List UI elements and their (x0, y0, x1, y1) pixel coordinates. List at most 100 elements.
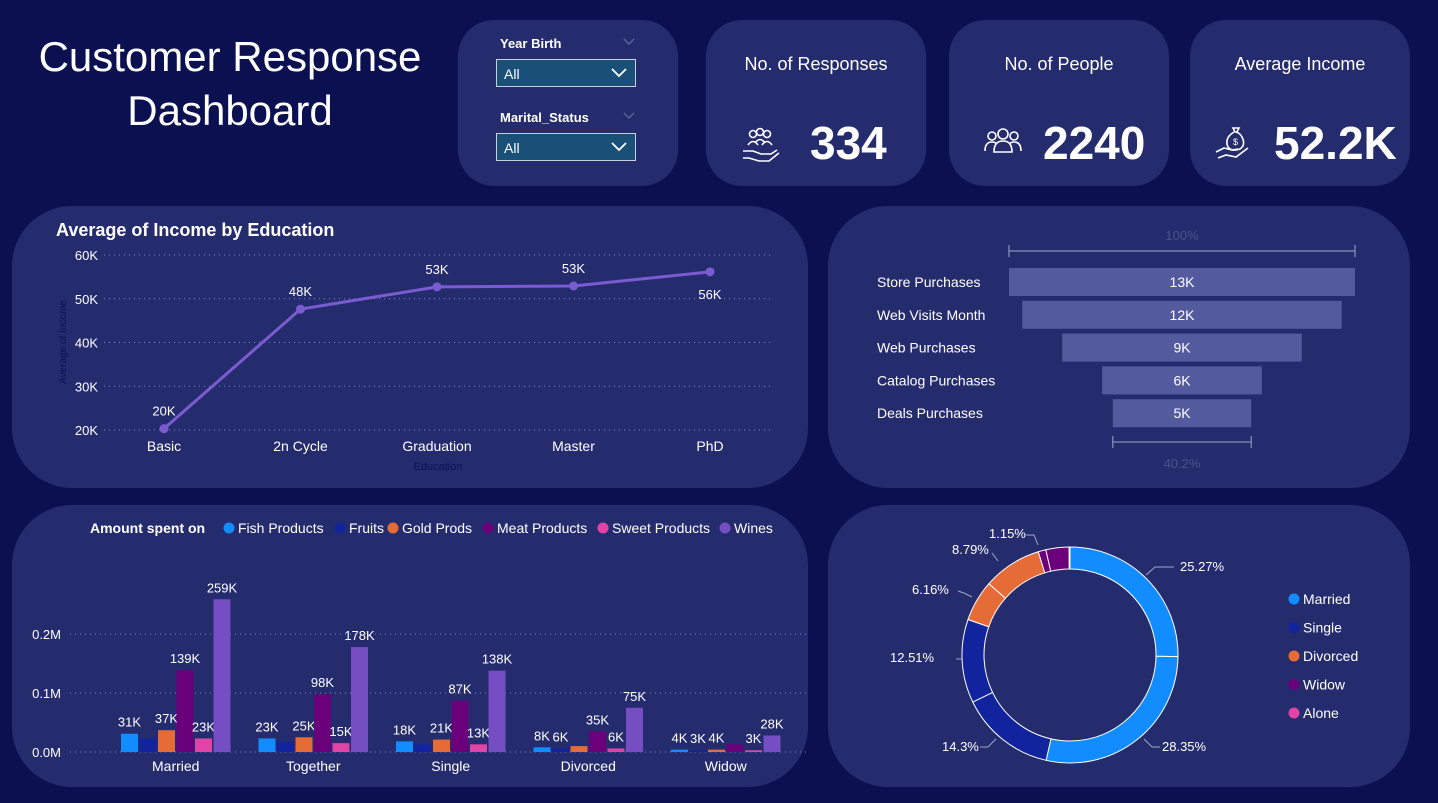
legend-marker (719, 522, 731, 534)
bar (552, 748, 569, 752)
marital-status-label: Marital_Status (500, 110, 589, 125)
bar-data-label: 28K (760, 716, 783, 731)
funnel-value-label: 13K (1170, 274, 1196, 290)
legend-label: Married (1303, 591, 1350, 607)
funnel-bar (1062, 333, 1302, 362)
legend-marker (387, 522, 399, 534)
y-tick-label: 0.1M (32, 686, 61, 701)
bar (396, 741, 413, 752)
legend-label: Fish Products (238, 520, 324, 536)
donut-percent-label: 8.79% (952, 542, 989, 557)
chevron-down-icon[interactable] (623, 112, 635, 120)
funnel-chart: 100% 13K Store Purchases 12K Web Visits Mont… (877, 228, 1356, 471)
donut-percent-label: 28.35% (1162, 739, 1207, 754)
y-tick-label: 50K (75, 292, 98, 307)
bar-data-label: 98K (311, 675, 334, 690)
bar (295, 737, 313, 752)
bar-data-label: 37K (155, 711, 178, 726)
donut-percent-label: 6.16% (912, 582, 949, 597)
bar-data-label: 35K (586, 712, 609, 727)
x-tick-label: Married (152, 758, 199, 774)
bar (433, 739, 450, 752)
chevron-down-icon (611, 68, 627, 78)
donut-slice (961, 618, 994, 703)
legend-label: Widow (1303, 677, 1346, 693)
funnel-bar (1022, 300, 1342, 329)
marital-status-donut-panel: 25.27% 28.35% 14.3% 12.51% 6.16% 8.79% 1.15% Ma… (828, 505, 1410, 787)
legend-label: Gold Prods (402, 520, 472, 536)
data-label: 56K (698, 287, 721, 302)
y-tick-label: 20K (75, 423, 98, 438)
donut-slice (1069, 546, 1179, 658)
bar-data-label: 6K (608, 729, 624, 744)
chevron-down-icon[interactable] (623, 38, 635, 46)
bar (708, 749, 725, 752)
funnel-value-label: 6K (1173, 372, 1191, 388)
y-tick-label: 40K (75, 336, 98, 351)
marital-status-value: All (504, 140, 520, 156)
year-birth-dropdown[interactable]: All (496, 59, 636, 87)
chevron-down-icon (611, 142, 627, 152)
marital-status-dropdown[interactable]: All (496, 133, 636, 161)
money-bag-hand-icon: $ (1215, 127, 1249, 159)
bar (277, 741, 294, 752)
kpi-people-value: 2240 (1043, 117, 1146, 169)
funnel-value-label: 9K (1173, 340, 1191, 356)
bar-data-label: 25K (292, 718, 315, 733)
bar (451, 700, 469, 752)
kpi-responses-card: No. of Responses 334 (706, 20, 926, 186)
bar-data-label: 18K (393, 722, 416, 737)
funnel-category-label: Web Visits Month (877, 307, 985, 323)
bar-data-label: 13K (467, 725, 490, 740)
y-axis-label: Average of Income (58, 300, 69, 384)
legend-label: Alone (1303, 705, 1339, 721)
y-tick-label: 30K (75, 379, 98, 394)
hand-people-icon (743, 127, 780, 162)
income-line (163, 270, 711, 430)
bar-data-label: 4K (672, 731, 688, 746)
bar-data-label: 138K (482, 652, 513, 667)
bar-data-label: 23K (255, 719, 278, 734)
donut-slice (972, 691, 1052, 761)
donut-percent-label: 25.27% (1180, 559, 1225, 574)
y-tick-label: 0.2M (32, 627, 61, 642)
funnel-category-label: Deals Purchases (877, 405, 983, 421)
y-tick-label: 0.0M (32, 745, 61, 760)
leader-line (1145, 566, 1174, 576)
filter-card: Year Birth All Marital_Status All (458, 20, 678, 186)
funnel-bar (1009, 268, 1355, 296)
bar-data-label: 21K (430, 721, 453, 736)
line-chart: 20K 30K 40K 50K 60K Average of Income Educatio… (58, 248, 772, 473)
x-axis-label: Education (414, 461, 463, 473)
legend-marker (334, 522, 346, 534)
x-tick-label: PhD (696, 438, 723, 454)
bar (121, 733, 138, 752)
income-point (705, 267, 715, 277)
funnel-category-label: Catalog Purchases (877, 372, 995, 388)
leader-line (991, 552, 999, 562)
income-point (432, 282, 442, 292)
x-tick-label: Single (431, 758, 470, 774)
bar-data-label: 178K (344, 628, 375, 643)
x-tick-label: Master (552, 438, 595, 454)
funnel-bar (1102, 366, 1262, 395)
legend-title: Amount spent on (90, 520, 205, 536)
funnel-bottom-percent: 40.2% (1164, 456, 1201, 471)
bar (158, 730, 175, 752)
bar-data-label: 3K (746, 731, 762, 746)
svg-text:$: $ (1233, 137, 1238, 147)
bar-data-label: 87K (448, 682, 471, 697)
legend-label: Fruits (349, 520, 384, 536)
bar (351, 647, 368, 752)
data-label: 20K (152, 404, 175, 419)
bar (763, 735, 781, 752)
x-tick-label: Basic (147, 438, 181, 454)
data-label: 48K (289, 284, 312, 299)
bar-data-label: 8K (534, 728, 550, 743)
x-tick-label: Divorced (561, 758, 616, 774)
title-line-2: Dashboard (127, 87, 333, 134)
dashboard-title: Customer Response Dashboard (20, 30, 440, 138)
bar (332, 743, 350, 752)
bar (488, 670, 506, 752)
amount-spent-chart: Amount spent on Fish Products Fruits Gold P… (32, 520, 808, 774)
